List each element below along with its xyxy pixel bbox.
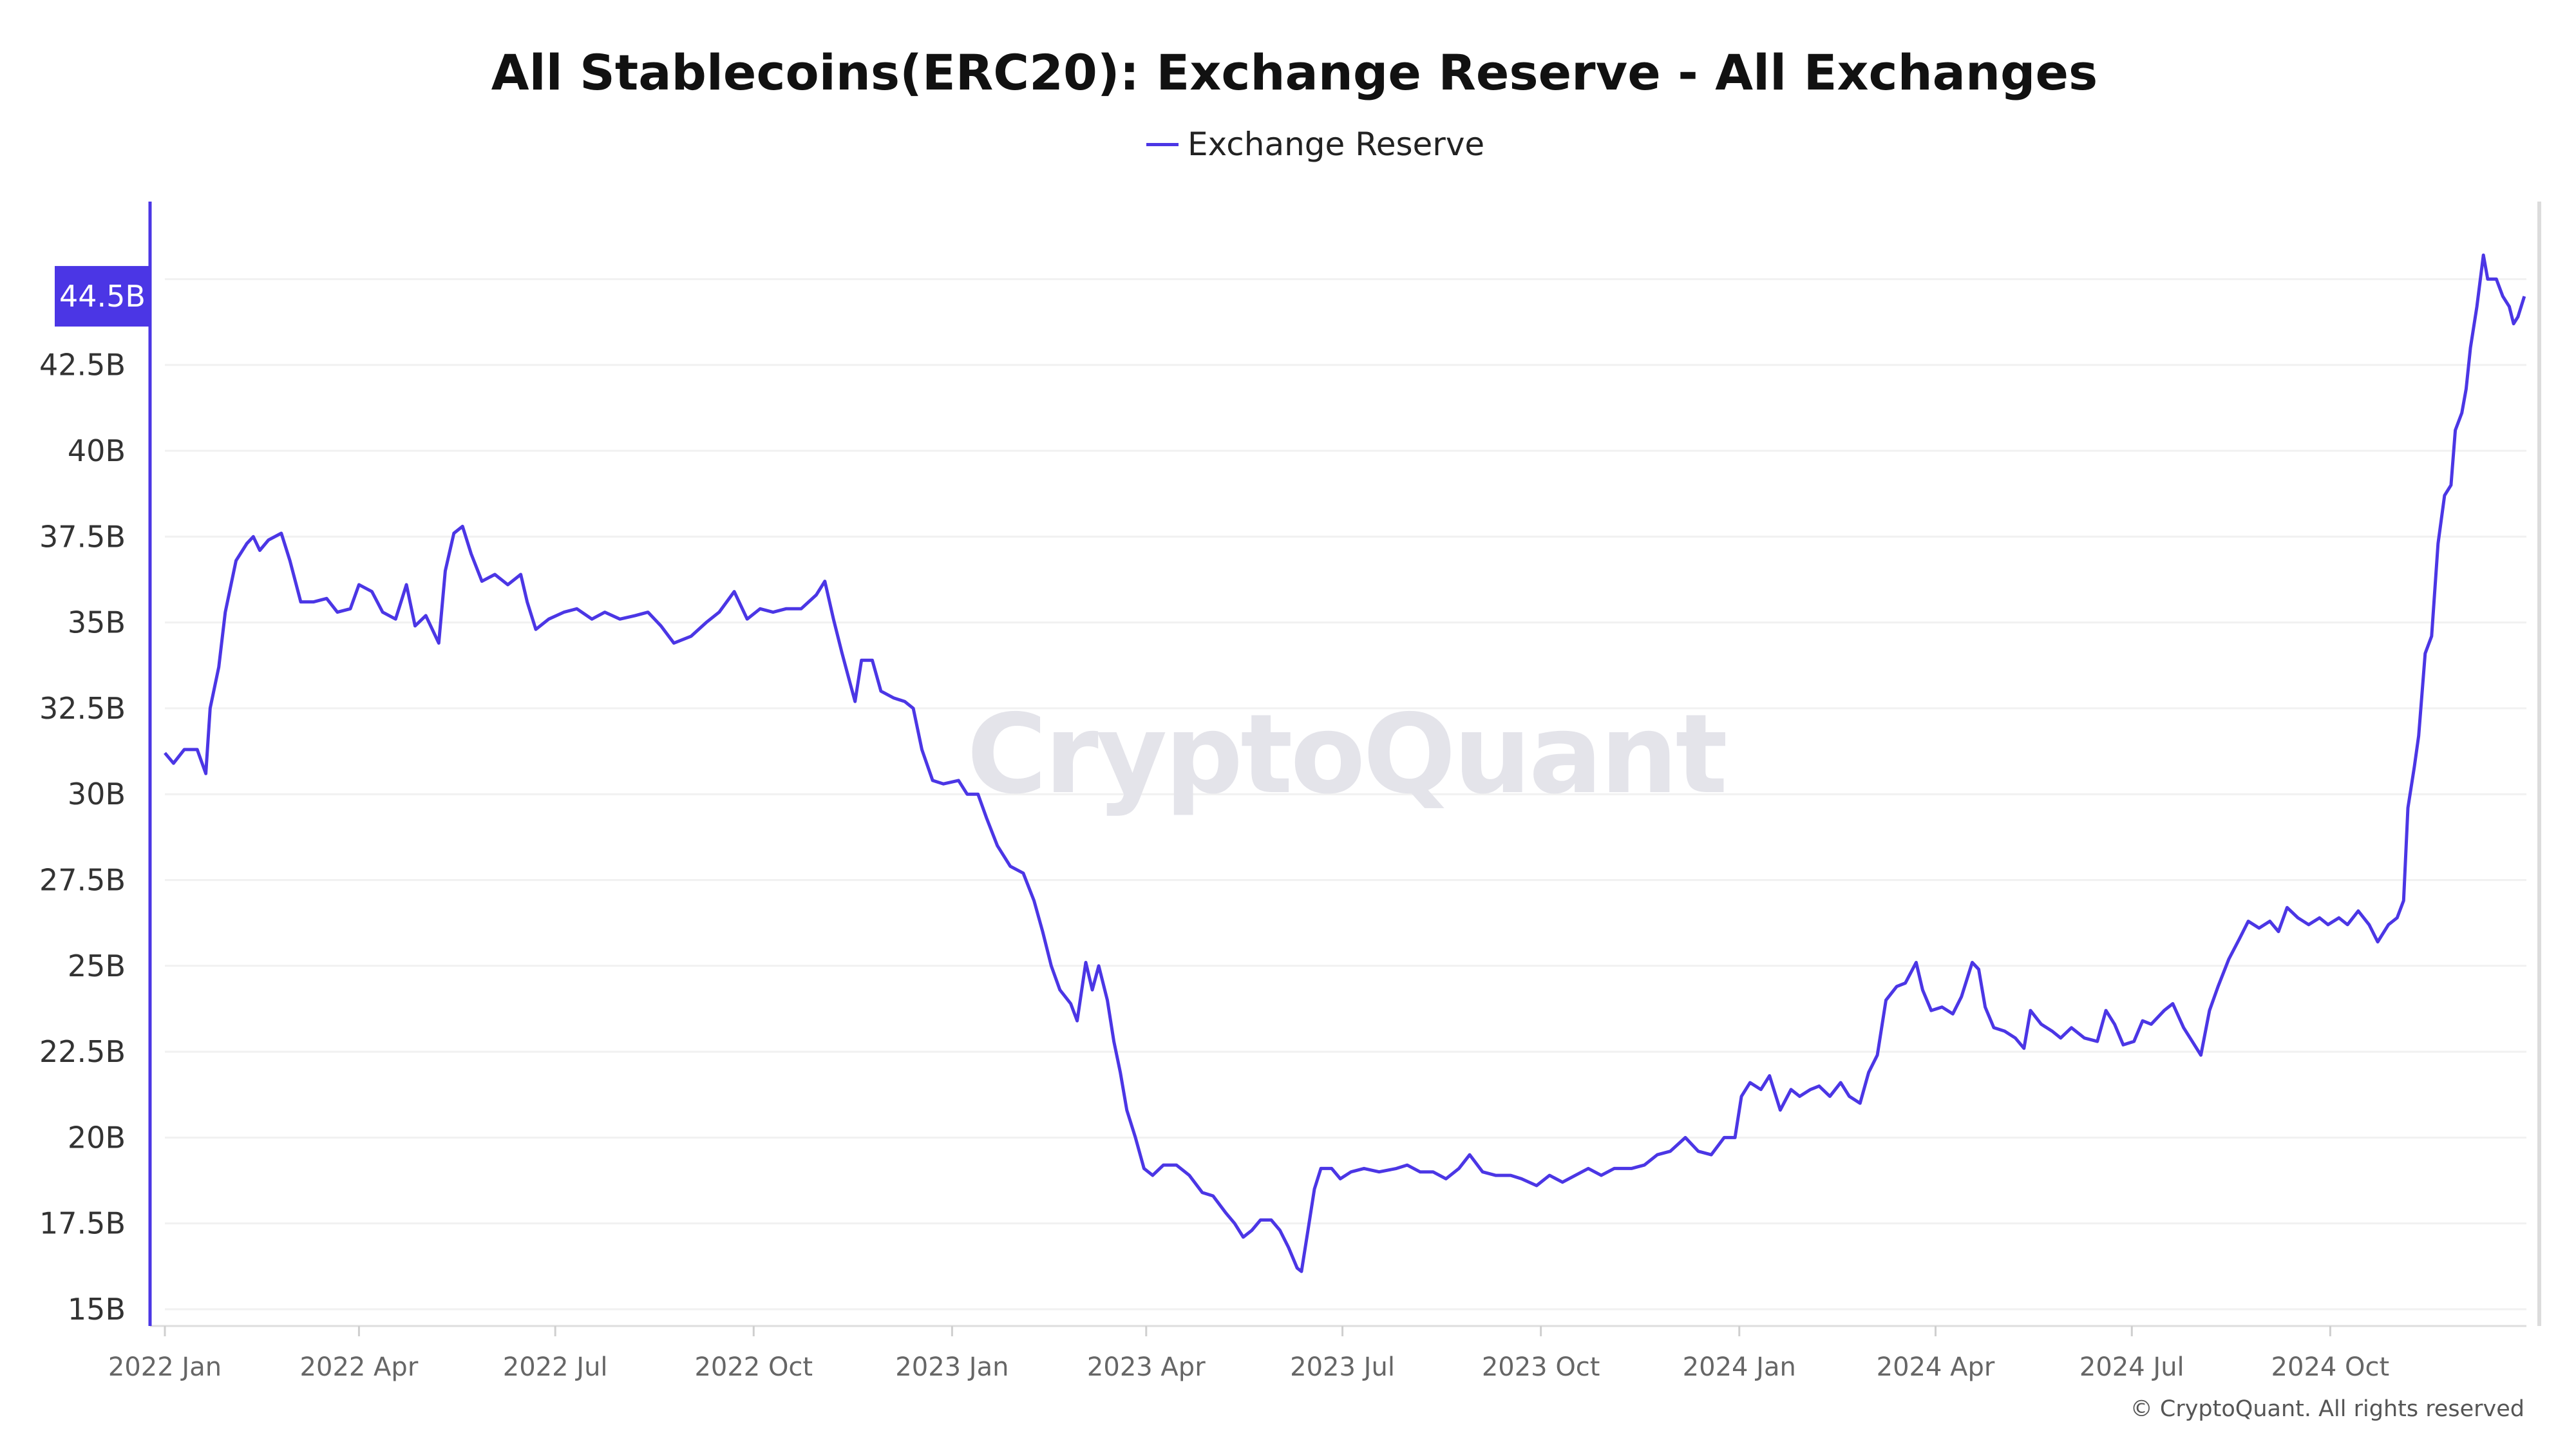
current-value-badge: 44.5B bbox=[55, 266, 150, 327]
x-axis: 2022 Jan 2022 Apr 2022 Jul 2022 Oct 2023 Jan… bbox=[108, 1325, 2526, 1382]
x-tick-label: 2024 Apr bbox=[1877, 1352, 1995, 1382]
y-tick-label: 37.5B bbox=[39, 519, 126, 554]
current-value-label: 44.5B bbox=[59, 279, 146, 314]
y-tick-label: 17.5B bbox=[39, 1206, 126, 1241]
right-scrollbar[interactable] bbox=[2537, 202, 2541, 1326]
legend[interactable]: Exchange Reserve bbox=[1146, 126, 1484, 163]
y-tick-label: 25B bbox=[68, 949, 126, 983]
y-tick-label: 20B bbox=[68, 1120, 126, 1155]
y-axis-labels: 15B 17.5B 20B 22.5B 25B 27.5B 30B 32.5B 35B 37.5B… bbox=[39, 348, 126, 1327]
legend-swatch bbox=[1146, 142, 1179, 146]
x-tick-label: 2022 Jul bbox=[503, 1352, 608, 1382]
x-tick-label: 2022 Oct bbox=[694, 1352, 813, 1382]
series-line-exchange-reserve bbox=[164, 253, 2526, 1273]
x-tick-label: 2024 Oct bbox=[2271, 1352, 2390, 1382]
y-tick-label: 35B bbox=[68, 605, 126, 640]
copyright-footer: © CryptoQuant. All rights reserved bbox=[2130, 1396, 2524, 1422]
x-tick-label: 2023 Jan bbox=[895, 1352, 1009, 1382]
x-tick-label: 2023 Jul bbox=[1290, 1352, 1395, 1382]
x-tick-label: 2022 Apr bbox=[300, 1352, 419, 1382]
x-tick-label: 2024 Jul bbox=[2079, 1352, 2184, 1382]
y-tick-label: 27.5B bbox=[39, 863, 126, 898]
y-tick-label: 32.5B bbox=[39, 691, 126, 726]
x-tick-label: 2023 Oct bbox=[1482, 1352, 1600, 1382]
watermark: CryptoQuant bbox=[967, 691, 1725, 819]
y-tick-label: 40B bbox=[68, 433, 126, 468]
gridlines bbox=[165, 278, 2526, 1311]
x-tick-label: 2022 Jan bbox=[108, 1352, 222, 1382]
chart-title: All Stablecoins(ERC20): Exchange Reserve… bbox=[491, 44, 2098, 101]
y-tick-label: 30B bbox=[68, 777, 126, 811]
legend-label: Exchange Reserve bbox=[1188, 126, 1485, 163]
x-tick-label: 2023 Apr bbox=[1087, 1352, 1206, 1382]
y-tick-label: 42.5B bbox=[39, 348, 126, 383]
y-tick-label: 22.5B bbox=[39, 1034, 126, 1069]
y-tick-label: 15B bbox=[68, 1292, 126, 1327]
x-tick-label: 2024 Jan bbox=[1683, 1352, 1796, 1382]
